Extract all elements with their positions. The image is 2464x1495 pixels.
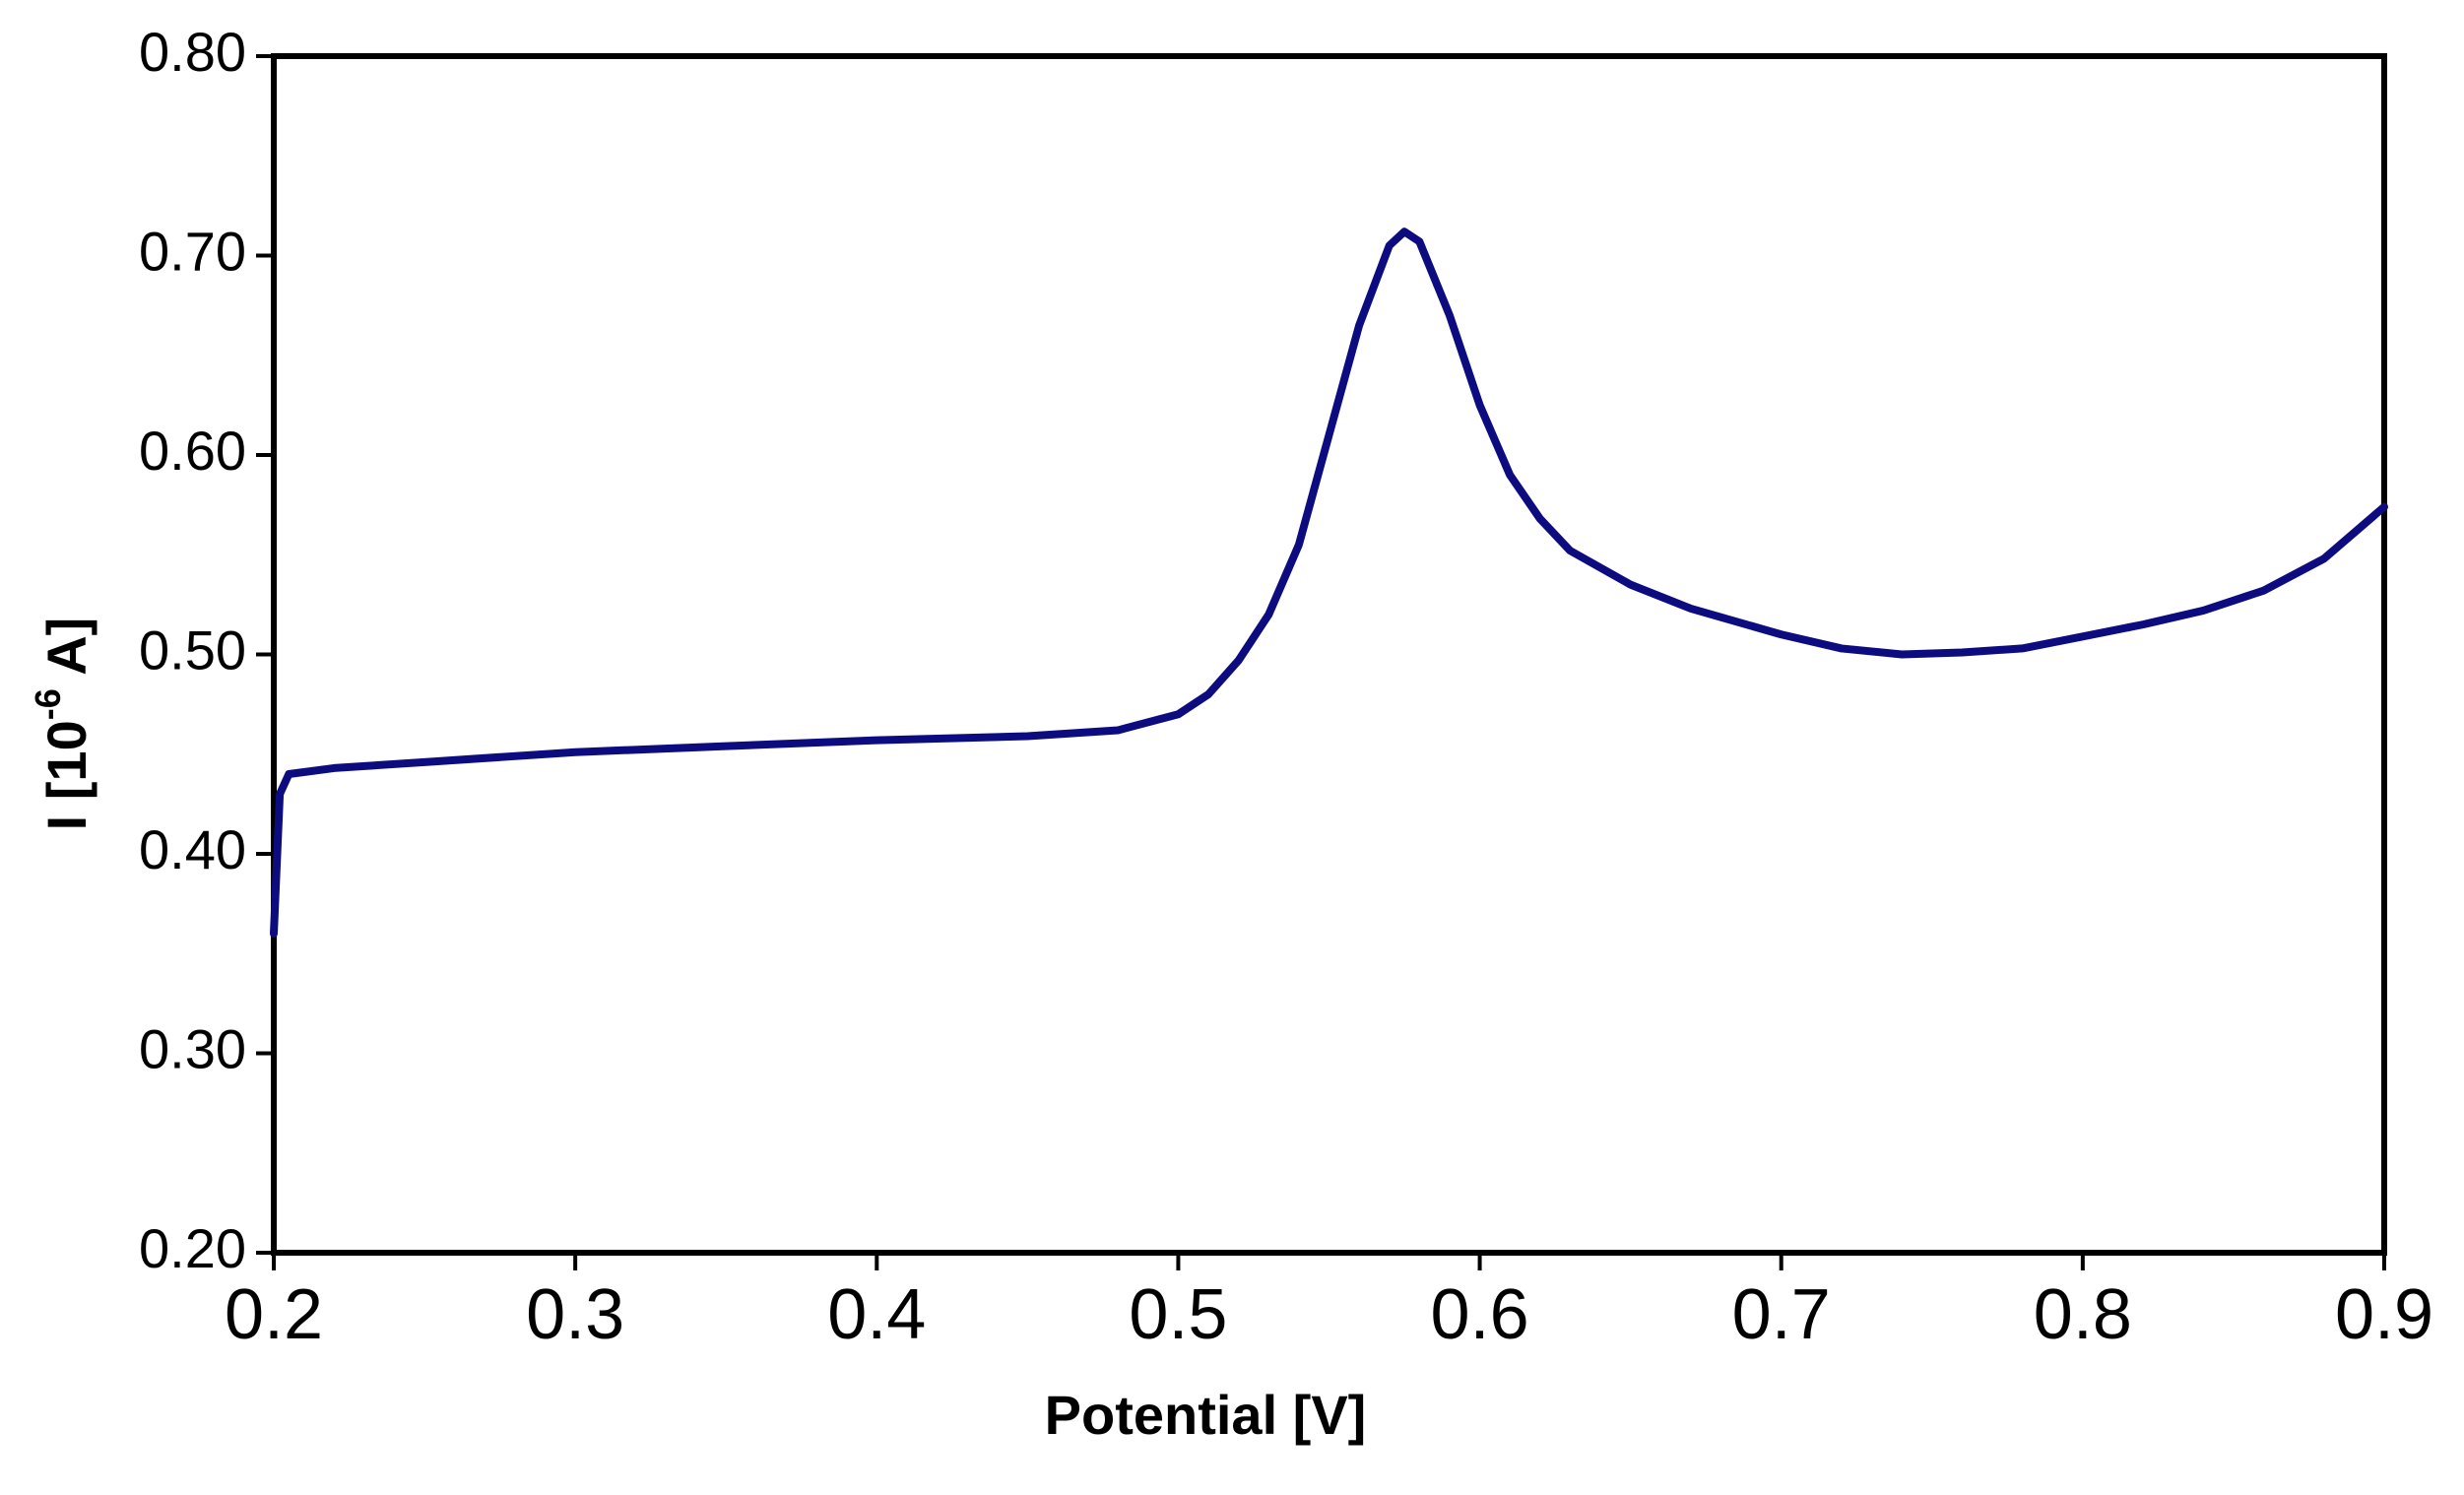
y-tick-label: 0.70 <box>139 220 246 282</box>
x-tick-label: 0.6 <box>1431 1275 1529 1354</box>
y-tick-label: 0.60 <box>139 420 246 482</box>
y-axis-label: I [10-6 A] <box>28 618 97 831</box>
x-tick-label: 0.3 <box>526 1275 624 1354</box>
y-label-text: I [10 <box>35 720 97 830</box>
x-tick-label: 0.9 <box>2335 1275 2433 1354</box>
y-tick-label: 0.40 <box>139 818 246 880</box>
x-tick-label: 0.4 <box>827 1275 926 1354</box>
x-tick-label: 0.8 <box>2034 1275 2132 1354</box>
x-tick-label: 0.5 <box>1129 1275 1227 1354</box>
data-line <box>270 228 2388 938</box>
y-tick-label: 0.30 <box>139 1017 246 1079</box>
y-label-superscript: -6 <box>28 688 68 720</box>
y-tick-label: 0.50 <box>139 618 246 681</box>
x-axis-label: Potential [V] <box>1045 1384 1367 1446</box>
y-tick-label: 0.80 <box>139 21 246 83</box>
y-tick-label: 0.20 <box>139 1217 246 1279</box>
x-tick-label: 0.2 <box>225 1275 323 1354</box>
plot-frame <box>271 53 2387 1256</box>
x-tick-label: 0.7 <box>1732 1275 1831 1354</box>
y-label-suffix: A] <box>35 618 97 689</box>
